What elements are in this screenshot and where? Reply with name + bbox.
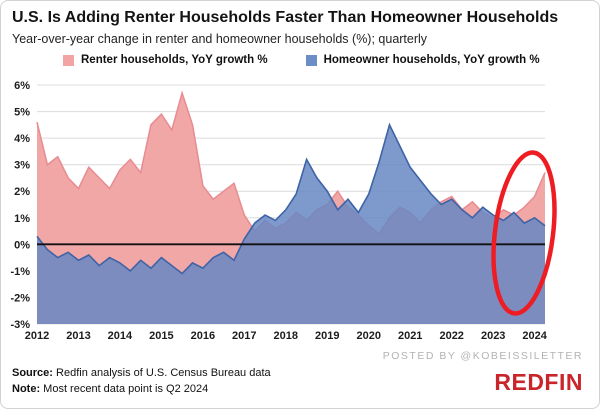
x-axis-tick-label: 2014	[108, 330, 133, 342]
legend-item-renter: Renter households, YoY growth %	[63, 54, 268, 66]
page-title: U.S. Is Adding Renter Households Faster …	[12, 9, 559, 26]
y-axis-tick-label: 3%	[14, 160, 30, 172]
x-axis-tick-label: 2013	[66, 330, 90, 342]
y-axis-tick-label: 5%	[14, 107, 30, 119]
legend-label-homeowner: Homeowner households, YoY growth %	[323, 54, 540, 66]
x-axis-tick-label: 2021	[398, 330, 422, 342]
x-axis-tick-label: 2020	[357, 330, 381, 342]
source-label: Source:	[12, 367, 53, 379]
source-text: Redfin analysis of U.S. Census Bureau da…	[52, 367, 271, 379]
x-axis-tick-label: 2024	[522, 330, 547, 342]
footer-source: Source: Redfin analysis of U.S. Census B…	[12, 367, 271, 379]
y-axis-tick-label: 1%	[14, 213, 30, 225]
x-axis-tick-label: 2019	[315, 330, 339, 342]
y-axis-tick-label: 0%	[14, 239, 30, 251]
x-axis-tick-label: 2017	[232, 330, 256, 342]
footer-note: Note: Most recent data point is Q2 2024	[12, 383, 208, 395]
y-axis-tick-label: 6%	[14, 80, 30, 92]
redfin-logo: REDFIN	[494, 369, 583, 395]
homeowner-swatch-icon	[305, 54, 317, 66]
chart-subtitle: Year-over-year change in renter and home…	[12, 32, 428, 46]
y-axis-tick-label: -2%	[10, 292, 30, 304]
posted-by: POSTED BY @KOBEISSILETTER	[382, 350, 583, 362]
line-series-1	[36, 122, 546, 275]
x-axis-tick-label: 2018	[274, 330, 298, 342]
x-axis-tick-label: 2016	[191, 330, 215, 342]
renter-swatch-icon	[63, 54, 74, 66]
y-axis-tick-label: 2%	[14, 186, 30, 198]
y-axis-tick-label: -3%	[10, 319, 30, 331]
highlight-ellipse	[491, 150, 557, 316]
x-axis-tick-label: 2023	[481, 330, 505, 342]
x-axis-tick-label: 2015	[149, 330, 173, 342]
y-axis-tick-label: -1%	[10, 266, 30, 278]
legend-item-homeowner: Homeowner households, YoY growth %	[305, 54, 540, 66]
area-series-1	[37, 124, 545, 324]
legend-label-renter: Renter households, YoY growth %	[81, 54, 268, 66]
y-axis-tick-label: 4%	[14, 133, 30, 145]
x-axis-tick-label: 2012	[25, 330, 49, 342]
note-text: Most recent data point is Q2 2024	[40, 383, 209, 395]
x-axis-tick-label: 2022	[439, 330, 463, 342]
legend: Renter households, YoY growth % Homeowne…	[63, 54, 540, 66]
note-label: Note:	[12, 383, 41, 395]
